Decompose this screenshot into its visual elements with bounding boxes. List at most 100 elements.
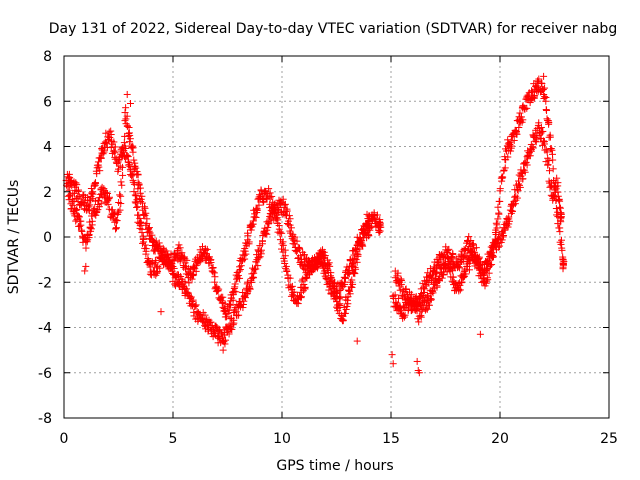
data-point bbox=[351, 270, 359, 278]
data-point bbox=[326, 262, 334, 270]
data-point bbox=[74, 212, 82, 220]
data-point bbox=[530, 93, 538, 101]
data-point bbox=[288, 282, 296, 290]
data-point bbox=[523, 161, 531, 169]
data-point bbox=[458, 278, 466, 286]
data-point bbox=[142, 209, 150, 217]
data-point bbox=[208, 322, 216, 330]
data-point bbox=[427, 296, 435, 304]
data-point bbox=[90, 180, 98, 188]
data-point bbox=[539, 127, 547, 135]
data-point bbox=[505, 217, 513, 225]
data-point bbox=[535, 75, 543, 83]
data-point bbox=[252, 213, 260, 221]
data-point bbox=[211, 278, 219, 286]
x-axis-title: GPS time / hours bbox=[276, 458, 393, 474]
data-point bbox=[290, 288, 298, 296]
data-point bbox=[249, 220, 257, 228]
data-point bbox=[408, 306, 416, 314]
data-point bbox=[329, 282, 337, 290]
data-point bbox=[156, 264, 164, 272]
data-point bbox=[490, 253, 498, 261]
data-point bbox=[136, 214, 144, 222]
data-point bbox=[465, 266, 473, 274]
data-point bbox=[143, 219, 151, 227]
data-point bbox=[75, 186, 83, 194]
data-point bbox=[133, 203, 141, 211]
data-point bbox=[541, 93, 549, 101]
data-point bbox=[549, 156, 557, 164]
data-point bbox=[88, 217, 96, 225]
data-point bbox=[544, 161, 552, 169]
data-point bbox=[106, 133, 114, 141]
data-point bbox=[296, 244, 304, 252]
data-point bbox=[97, 154, 105, 162]
data-point bbox=[243, 290, 251, 298]
data-point bbox=[105, 193, 113, 201]
data-point bbox=[286, 274, 294, 282]
data-point bbox=[464, 246, 472, 254]
data-point bbox=[187, 293, 195, 301]
data-point bbox=[297, 293, 305, 301]
data-point bbox=[541, 84, 549, 92]
data-point bbox=[141, 241, 149, 249]
y-tick-label: -8 bbox=[38, 411, 52, 427]
data-point bbox=[99, 150, 107, 158]
chart-title: Day 131 of 2022, Sidereal Day-to-day VTE… bbox=[49, 21, 617, 37]
data-point bbox=[229, 296, 237, 304]
data-point bbox=[477, 265, 485, 273]
data-point bbox=[97, 200, 105, 208]
x-tick-label: 0 bbox=[60, 431, 69, 447]
data-point bbox=[102, 189, 110, 197]
data-point bbox=[336, 286, 344, 294]
outlier-point bbox=[126, 100, 134, 108]
data-point bbox=[513, 130, 521, 138]
data-point bbox=[170, 257, 178, 265]
data-point bbox=[112, 224, 120, 232]
data-point bbox=[494, 203, 502, 211]
data-point bbox=[498, 236, 506, 244]
data-point bbox=[113, 217, 121, 225]
data-point bbox=[492, 219, 500, 227]
data-point bbox=[475, 253, 483, 261]
data-point bbox=[268, 192, 276, 200]
data-point bbox=[299, 287, 307, 295]
data-point bbox=[338, 279, 346, 287]
data-point bbox=[543, 106, 551, 114]
data-point bbox=[255, 254, 263, 262]
data-point bbox=[556, 203, 564, 211]
data-point bbox=[476, 266, 484, 274]
data-point bbox=[523, 104, 531, 112]
data-point bbox=[235, 311, 243, 319]
data-point bbox=[119, 171, 127, 179]
data-point bbox=[115, 165, 122, 173]
data-point bbox=[439, 270, 447, 278]
data-point bbox=[274, 216, 282, 224]
data-point bbox=[279, 195, 287, 203]
data-point bbox=[471, 248, 479, 256]
data-point bbox=[244, 232, 252, 240]
data-point bbox=[444, 246, 452, 254]
data-point bbox=[255, 201, 263, 209]
data-point bbox=[201, 311, 209, 319]
data-point bbox=[548, 146, 556, 154]
data-point bbox=[557, 240, 565, 248]
data-point bbox=[373, 211, 381, 219]
data-point bbox=[484, 276, 492, 284]
data-point bbox=[331, 288, 339, 296]
data-point bbox=[93, 207, 101, 215]
data-point bbox=[529, 143, 537, 151]
x-tick-label: 5 bbox=[169, 431, 178, 447]
data-point bbox=[333, 293, 341, 301]
data-point bbox=[122, 104, 130, 112]
data-point bbox=[95, 194, 103, 202]
data-point bbox=[134, 171, 142, 179]
data-point bbox=[214, 287, 222, 295]
data-point bbox=[549, 165, 557, 173]
data-point bbox=[188, 275, 196, 283]
data-point bbox=[72, 179, 80, 187]
data-point bbox=[210, 269, 218, 277]
data-point bbox=[111, 209, 119, 217]
ticks-layer bbox=[63, 55, 610, 419]
